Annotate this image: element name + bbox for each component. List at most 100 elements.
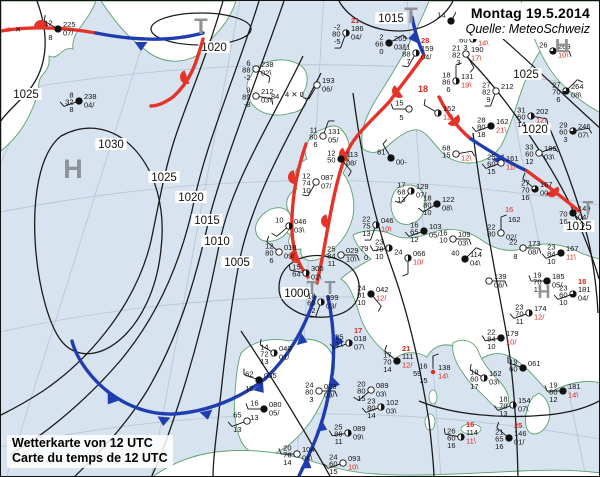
station-value: 14 bbox=[383, 365, 391, 374]
station-symbol bbox=[367, 290, 375, 298]
station-symbol bbox=[433, 200, 441, 208]
station-symbol-fill bbox=[349, 339, 353, 347]
station-value: -5 bbox=[334, 37, 341, 46]
low-pressure-symbol: T bbox=[583, 198, 594, 218]
wind-barb-feather bbox=[402, 34, 408, 40]
station-value: 23 bbox=[547, 243, 555, 252]
station-value: 15 bbox=[442, 151, 450, 160]
wind-barb-feather bbox=[588, 127, 593, 134]
station-value: 10 bbox=[423, 208, 431, 217]
wind-barb-feather bbox=[328, 430, 333, 437]
station-value: 80 bbox=[367, 404, 375, 413]
station-value: 40 bbox=[451, 249, 459, 258]
cold-front-mark bbox=[199, 409, 213, 420]
station-value: 05/ bbox=[429, 231, 440, 240]
station-value: 05/ bbox=[552, 281, 563, 290]
warm-front-mark bbox=[392, 85, 404, 98]
station-symbol-fill bbox=[411, 187, 415, 195]
station-symbol-fill bbox=[321, 298, 325, 306]
station-value: 023 bbox=[324, 382, 337, 391]
station-value: 15 bbox=[357, 394, 365, 403]
station-value: 173 bbox=[528, 239, 541, 248]
isobar-label: 1025 bbox=[13, 89, 39, 101]
station-value: 14 bbox=[283, 458, 291, 467]
wind-barb-feather bbox=[404, 231, 410, 237]
station-value: 07/ bbox=[321, 182, 332, 191]
station-value: 03/ bbox=[394, 43, 405, 52]
station-value: 32 bbox=[65, 98, 73, 107]
station-value: 80 bbox=[357, 387, 365, 396]
isobar bbox=[1, 1, 224, 416]
station-symbol bbox=[449, 235, 457, 243]
station-value: 18 bbox=[442, 71, 450, 80]
station-value: 16 bbox=[410, 221, 418, 230]
station-symbol-fill bbox=[348, 429, 352, 437]
station-value: 03\ bbox=[386, 407, 397, 416]
station-symbol bbox=[312, 178, 320, 186]
isobar-label: 1015 bbox=[378, 13, 404, 25]
station-value: 23 bbox=[367, 397, 375, 406]
wind-barb-feather bbox=[544, 385, 548, 392]
station-value: 33 bbox=[525, 143, 533, 152]
station-symbol-fill bbox=[513, 401, 517, 409]
station-plot: 62 10 055 bbox=[243, 368, 277, 393]
station-value: 10 bbox=[547, 257, 555, 266]
station-value: 3 bbox=[563, 135, 567, 144]
cold-front-mark bbox=[300, 457, 312, 469]
station-symbol bbox=[393, 357, 401, 365]
wind-barb-feather bbox=[443, 428, 446, 435]
station-plot: 81 00- bbox=[377, 139, 407, 167]
wind-barb-feather bbox=[469, 67, 475, 73]
station-value: 86 bbox=[442, 78, 450, 87]
station-value: 60 bbox=[487, 160, 495, 169]
station-symbol bbox=[293, 450, 301, 458]
map-annotation: 4 ✕ 0 bbox=[285, 90, 304, 99]
station-value: 9 bbox=[246, 86, 250, 95]
wind-barb-feather bbox=[528, 275, 532, 282]
station-value: 16 bbox=[250, 399, 258, 408]
station-symbol bbox=[497, 159, 505, 167]
station-value: 13 bbox=[233, 425, 241, 434]
station-symbol-fill bbox=[274, 349, 278, 357]
station-value: 6 bbox=[313, 140, 317, 149]
station-symbol bbox=[385, 39, 393, 47]
station-value: 14\ bbox=[438, 372, 449, 381]
station-value: 13 bbox=[260, 357, 268, 366]
wind-barb-feather bbox=[323, 463, 329, 469]
wind-barb bbox=[408, 231, 422, 237]
station-value: 74 bbox=[302, 179, 310, 188]
station-value: 08/ bbox=[346, 159, 357, 168]
station-symbol bbox=[260, 405, 268, 413]
station-value: 04/ bbox=[421, 53, 432, 62]
station-value: 17 bbox=[354, 326, 362, 335]
station-value: 15 bbox=[419, 376, 427, 385]
station-value: 181 bbox=[568, 382, 581, 391]
station-value: 17 bbox=[397, 181, 405, 190]
station-value: 22 bbox=[362, 215, 370, 224]
station-value: 80 bbox=[423, 201, 431, 210]
wind-barb-feather bbox=[384, 344, 388, 351]
high-pressure-symbol: H bbox=[538, 282, 551, 302]
wind-barb-feather bbox=[356, 254, 360, 261]
isobar bbox=[418, 400, 599, 418]
station-value: 12\ bbox=[443, 113, 454, 122]
warm-front-mark bbox=[290, 249, 300, 263]
isobar-label-bg bbox=[221, 256, 253, 268]
wind-barb bbox=[469, 369, 482, 377]
wind-barb bbox=[466, 247, 477, 258]
station-value: 300 bbox=[311, 264, 324, 273]
high-pressure-symbol: H bbox=[63, 154, 83, 184]
